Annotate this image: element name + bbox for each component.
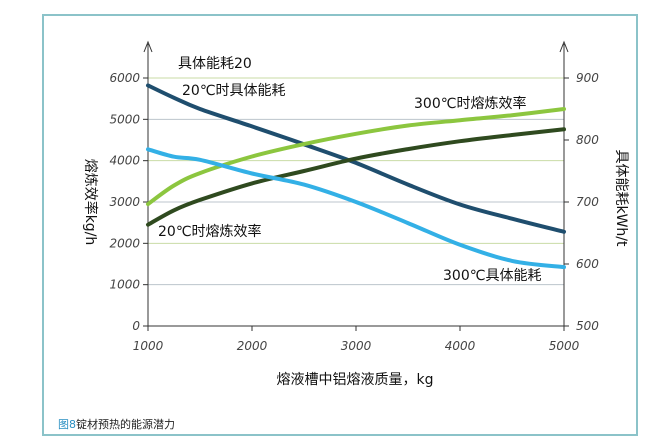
y-left-axis-arrow [143, 40, 153, 53]
x-tick-label: 2000 [237, 339, 268, 353]
series-label-300c-efficiency: 300℃时熔炼效率 [414, 95, 526, 112]
series-label-300c-energy: 300℃具体能耗 [443, 268, 541, 284]
y-right-axis-arrow [559, 40, 569, 53]
top-label: 具体能耗20 [178, 56, 252, 72]
y-left-tick-label: 3000 [109, 195, 140, 209]
y-right-tick-label: 500 [576, 319, 599, 333]
series-line-300c-energy [146, 147, 566, 270]
y-left-tick-label: 6000 [109, 71, 140, 85]
y-left-tick-label: 5000 [109, 112, 140, 126]
y-left-tick-label: 2000 [109, 236, 140, 250]
tick-labels: 0 1000 2000 3000 4000 5000 6000 500 600 700 800 900… [109, 71, 599, 353]
y-left-tick-label: 1000 [109, 278, 140, 292]
y-right-tick-label: 800 [576, 133, 599, 147]
series-lines [146, 83, 566, 270]
x-tick-label: 1000 [133, 339, 164, 353]
figure-caption-text: 锭材预热的能源潜力 [76, 418, 175, 431]
y-axis-right-title: 具体能耗kWh/t [613, 149, 629, 247]
x-tick-label: 3000 [341, 339, 372, 353]
figure-number: 图8 [58, 418, 76, 431]
series-line-20c-energy [146, 83, 566, 234]
y-left-tick-label: 4000 [109, 154, 140, 168]
y-left-tick-label: 0 [132, 319, 140, 333]
series-label-20c-efficiency: 20℃时熔炼效率 [158, 223, 262, 240]
y-right-tick-label: 900 [576, 71, 599, 85]
y-axis-left-title: 熔炼效率kg/h [82, 159, 99, 246]
series-line-20c-efficiency [146, 127, 566, 227]
grid-lines [148, 77, 564, 286]
series-line-300c-efficiency [146, 107, 566, 207]
axes [143, 40, 569, 331]
y-right-tick-label: 700 [576, 195, 599, 209]
x-tick-label: 5000 [549, 339, 580, 353]
y-right-tick-label: 600 [576, 257, 599, 271]
x-tick-label: 4000 [445, 339, 476, 353]
x-axis-title: 熔液槽中铝熔液质量，kg [277, 372, 434, 388]
series-label-20c-energy: 20℃时具体能耗 [182, 83, 286, 99]
figure-caption: 图8锭材预热的能源潜力 [58, 416, 175, 432]
